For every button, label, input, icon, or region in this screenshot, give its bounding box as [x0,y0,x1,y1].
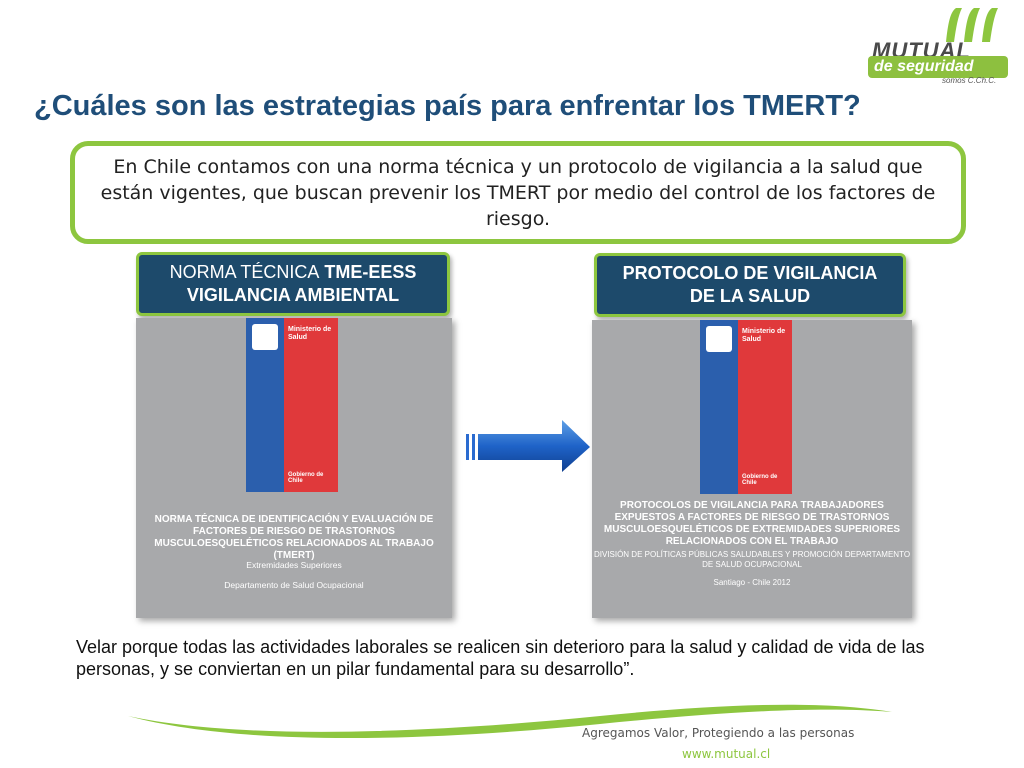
protocolo-vigilancia-cover: Ministerio de Salud Gobierno de Chile PR… [592,320,912,618]
gobierno-label: Gobierno de Chile [288,472,324,484]
footer-swoosh [128,704,892,739]
intro-text: En Chile contamos con una norma técnica … [100,155,936,230]
chile-flag-graphic: Ministerio de Salud Gobierno de Chile [700,320,792,494]
ministry-label: Ministerio de Salud [742,328,786,343]
right-arrow-icon [466,420,590,472]
footer-website-link[interactable]: www.mutual.cl [682,747,771,761]
norma-tecnica-label: NORMA TÉCNICA [169,262,320,282]
cover-subtitle: DIVISIÓN DE POLÍTICAS PÚBLICAS SALUDABLE… [593,550,911,569]
norma-tecnica-code: TME-EESS [324,262,417,282]
protocolo-vigilancia-header: PROTOCOLO DE VIGILANCIA DE LA SALUD [594,253,906,317]
cover-department: Departamento de Salud Ocupacional [224,580,364,590]
norma-tecnica-subtitle: VIGILANCIA AMBIENTAL [186,285,400,305]
gov-emblem-icon [252,324,278,350]
cover-subtitle: Extremidades Superiores [246,560,342,570]
gobierno-label: Gobierno de Chile [742,474,778,486]
closing-statement: Velar porque todas las actividades labor… [76,637,925,679]
protocolo-vigilancia-title: PROTOCOLO DE VIGILANCIA DE LA SALUD [622,263,878,306]
logo-word-seguridad: de seguridad [868,56,1008,78]
mutual-m-icon [946,8,998,42]
page-title: ¿Cuáles son las estrategias país para en… [34,90,861,122]
ministry-label: Ministerio de Salud [288,326,332,341]
intro-box: En Chile contamos con una norma técnica … [70,141,966,244]
logo-word-tagline: somos C.Ch.C. [942,76,997,85]
footer-tagline: Agregamos Valor, Protegiendo a las perso… [582,726,855,740]
cover-date: Santiago - Chile 2012 [713,578,791,587]
cover-title: PROTOCOLOS DE VIGILANCIA PARA TRABAJADOR… [603,500,901,547]
mutual-logo: MUTUAL de seguridad somos C.Ch.C. [862,4,1012,86]
norma-tecnica-cover: Ministerio de Salud Gobierno de Chile NO… [136,318,452,618]
chile-flag-graphic: Ministerio de Salud Gobierno de Chile [246,318,338,492]
gov-emblem-icon [706,326,732,352]
norma-tecnica-header: NORMA TÉCNICA TME-EESS VIGILANCIA AMBIEN… [136,252,450,316]
cover-title: NORMA TÉCNICA DE IDENTIFICACIÓN Y EVALUA… [154,514,434,561]
